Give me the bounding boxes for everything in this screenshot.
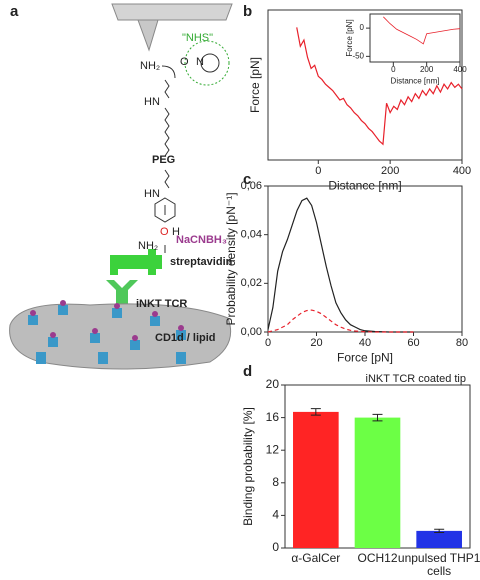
data-line (383, 16, 461, 45)
label: CD1d / lipid (155, 332, 216, 344)
label: N (196, 56, 204, 68)
annotation: iNKT TCR coated tip (366, 373, 466, 385)
bar (293, 411, 339, 548)
label: HN (144, 96, 160, 108)
x-tick-label: 0 (265, 337, 271, 349)
diagram (9, 3, 233, 370)
y-tick-label: -50 (352, 51, 364, 60)
x-tick-label: 20 (310, 337, 322, 349)
x-tick-label: 200 (381, 165, 399, 177)
panel-label: a (10, 3, 19, 20)
data-line (267, 197, 414, 333)
label: NH₂ (138, 240, 158, 252)
tip (137, 19, 159, 52)
x-axis-label: Force [pN] (337, 351, 393, 365)
plot-frame (267, 185, 463, 333)
data-line (296, 27, 463, 146)
chain (164, 79, 170, 253)
x-tick-label: 400 (453, 65, 467, 74)
y-tick-label: 0 (360, 23, 365, 32)
x-tick-label: 80 (456, 337, 468, 349)
label: NH₂ (140, 60, 160, 72)
y-tick-label: 0,00 (241, 326, 262, 338)
label: streptavidin (170, 256, 233, 268)
x-tick-label: α-GalCer (291, 551, 341, 565)
x-tick-label: 40 (359, 337, 371, 349)
panel-label: b (243, 3, 252, 20)
x-tick-label: 0 (315, 165, 321, 177)
x-tick-label: 60 (407, 337, 419, 349)
error-bar (372, 413, 383, 422)
y-tick-label: 0,06 (241, 180, 262, 192)
label: "NHS" (182, 32, 213, 44)
lipids (30, 300, 184, 341)
y-axis-label: Force [pN] (345, 19, 354, 56)
y-tick-label: 20 (266, 377, 280, 391)
y-tick-label: 4 (272, 508, 279, 522)
x-tick-label: 200 (420, 65, 434, 74)
y-tick-label: 0 (272, 540, 279, 554)
y-tick-label: 12 (266, 442, 280, 456)
plot-frame (267, 9, 463, 161)
y-tick-label: 0,02 (241, 277, 262, 289)
tcr-shape (106, 280, 138, 312)
nhs-circle (184, 40, 230, 86)
label: NaCNBH₃ (176, 234, 227, 246)
benzene (154, 197, 176, 223)
y-tick-label: 0,04 (241, 229, 262, 241)
nhs-ring (200, 53, 220, 73)
bond (161, 65, 176, 79)
y-tick-label: 8 (272, 475, 279, 489)
bar (354, 417, 401, 548)
error-bar (310, 408, 321, 416)
label: O (160, 226, 169, 238)
label: PEG (152, 154, 175, 166)
panel-label: d (243, 363, 252, 380)
label: H (172, 226, 180, 238)
x-tick-label: 0 (391, 65, 396, 74)
x-tick-label: OCH12 (357, 551, 398, 565)
y-tick-label: 16 (266, 410, 280, 424)
label: HN (144, 188, 160, 200)
y-axis-label: Binding probability [%] (241, 407, 255, 526)
plot-frame (369, 13, 461, 63)
bar (416, 530, 462, 548)
y-axis-label: Probability density [pN⁻¹] (224, 192, 238, 325)
panel-label: c (243, 171, 251, 188)
x-tick-label: unpulsed THP1 cells (397, 551, 480, 578)
label: iNKT TCR (136, 298, 187, 310)
label: O (180, 56, 189, 68)
x-tick-label: 400 (453, 165, 471, 177)
streptavidin-shape (110, 249, 162, 275)
cantilever (111, 3, 233, 21)
error-bar (434, 528, 445, 534)
y-axis-label: Force [pN] (248, 57, 262, 113)
x-axis-label: Distance [nm] (391, 76, 440, 85)
receptors (28, 305, 186, 364)
